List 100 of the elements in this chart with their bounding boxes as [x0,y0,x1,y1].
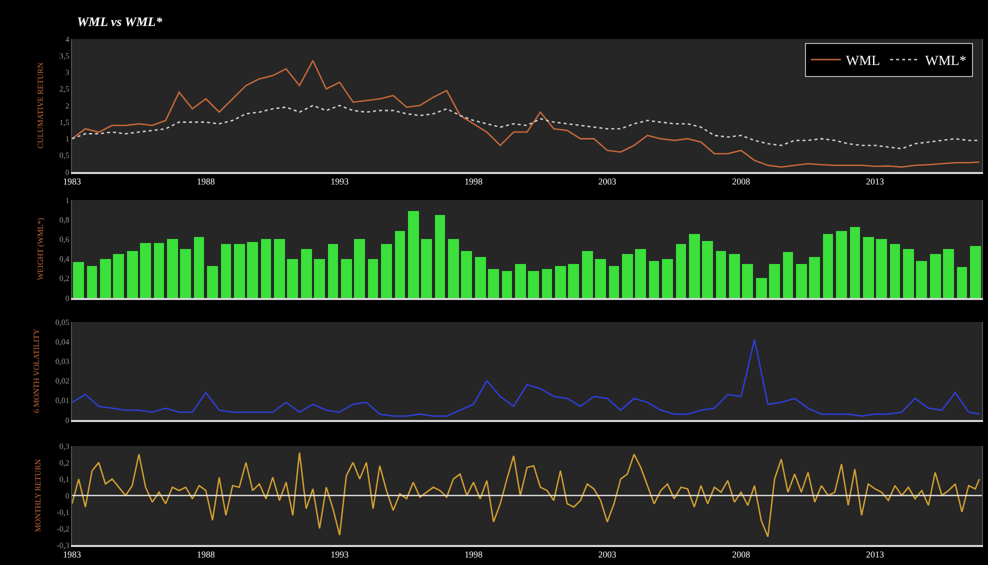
bar [502,271,512,298]
legend-label: WML [846,54,880,70]
bar [448,239,459,298]
bar [314,259,325,298]
bar [676,244,686,298]
line-series [72,104,980,150]
y-tick-label: 3 [65,68,70,78]
bar [301,249,312,298]
y-tick-label: 0,3 [59,442,70,451]
bar [528,271,539,298]
bar [916,261,927,298]
y-tick-label: 0,04 [55,337,70,346]
bar [622,254,633,298]
y-tick-label: 0,01 [55,396,70,406]
bar [689,234,700,298]
y-tick-label: 0 [65,491,70,500]
bar [769,264,780,298]
y-axis-title: CULUMATIVE RETURN [36,62,46,148]
bar [555,266,566,298]
line-series [72,338,980,417]
bar [154,243,164,298]
bar [542,269,552,298]
bar [194,237,204,298]
bar [328,244,338,298]
bar [435,215,445,298]
bar [167,239,178,298]
x-tick-label: 2008 [732,550,751,560]
x-tick-label: 1983 [63,176,82,187]
bar [73,262,84,298]
bar [796,264,807,298]
bar [354,239,365,298]
bar [140,243,151,298]
x-tick-label: 2013 [866,176,884,187]
y-tick-label: 0 [65,294,70,303]
x-tick-label: 1993 [330,176,350,187]
bar [809,257,820,298]
x-tick-label: 2013 [866,550,884,560]
bar [742,264,753,298]
bar [180,249,191,298]
bar [568,264,579,298]
bar [87,266,97,298]
x-tick-label: 2008 [732,176,751,187]
bar [221,244,231,298]
bar [943,249,954,298]
bar [247,242,258,298]
y-tick-label: -0,2 [56,524,70,534]
y-tick-label: 3,5 [59,51,70,60]
y-tick-label: 1,5 [59,118,70,127]
bar [595,259,606,298]
bar [863,237,874,298]
y-tick-label: -0,1 [56,508,70,517]
x-tick-label: 1998 [464,550,483,560]
bar [716,251,726,298]
bar [890,244,900,298]
bar [261,239,271,298]
line-series [72,452,980,538]
y-tick-label: 0,03 [55,357,70,366]
bar [635,249,646,298]
y-tick-label: 0,4 [59,254,70,264]
bar [475,257,486,298]
bar [461,251,472,298]
y-tick-label: 0 [65,168,70,177]
bar [207,266,218,298]
y-tick-label: 0,2 [59,458,70,468]
x-tick-label: 1988 [196,550,216,560]
bar [662,259,673,298]
y-tick-label: 0,1 [59,474,70,484]
bar [957,267,967,298]
bar [515,264,526,298]
bar [823,234,833,298]
y-tick-label: 1 [65,196,70,205]
x-tick-label: 1983 [63,550,82,560]
y-tick-label: 2 [65,101,70,110]
bar [836,231,847,298]
x-tick-label: 1988 [196,176,216,187]
bar [783,252,793,298]
bar [421,239,432,298]
bar [756,278,767,298]
x-tick-label: 1998 [464,176,483,187]
y-axis-title: WEIGHT (WML*) [36,218,46,280]
bar [274,239,285,298]
bar [408,211,419,298]
bar [127,251,138,298]
chart-title: WML vs WML* [77,14,163,29]
x-tick-label: 1993 [330,550,350,560]
bar [100,259,111,298]
bar [341,259,352,298]
y-tick-label: 0,6 [59,235,70,244]
bar [287,259,298,298]
y-tick-label: 0,02 [55,376,70,386]
bar [582,251,593,298]
y-tick-label: 4 [65,34,70,44]
bar [876,239,887,298]
y-tick-label: 0,8 [59,215,70,224]
y-tick-label: 0 [65,416,70,425]
bar [649,261,659,298]
bar [970,246,981,298]
y-tick-label: 1 [65,134,70,144]
bar [488,269,499,298]
bar [368,259,378,298]
